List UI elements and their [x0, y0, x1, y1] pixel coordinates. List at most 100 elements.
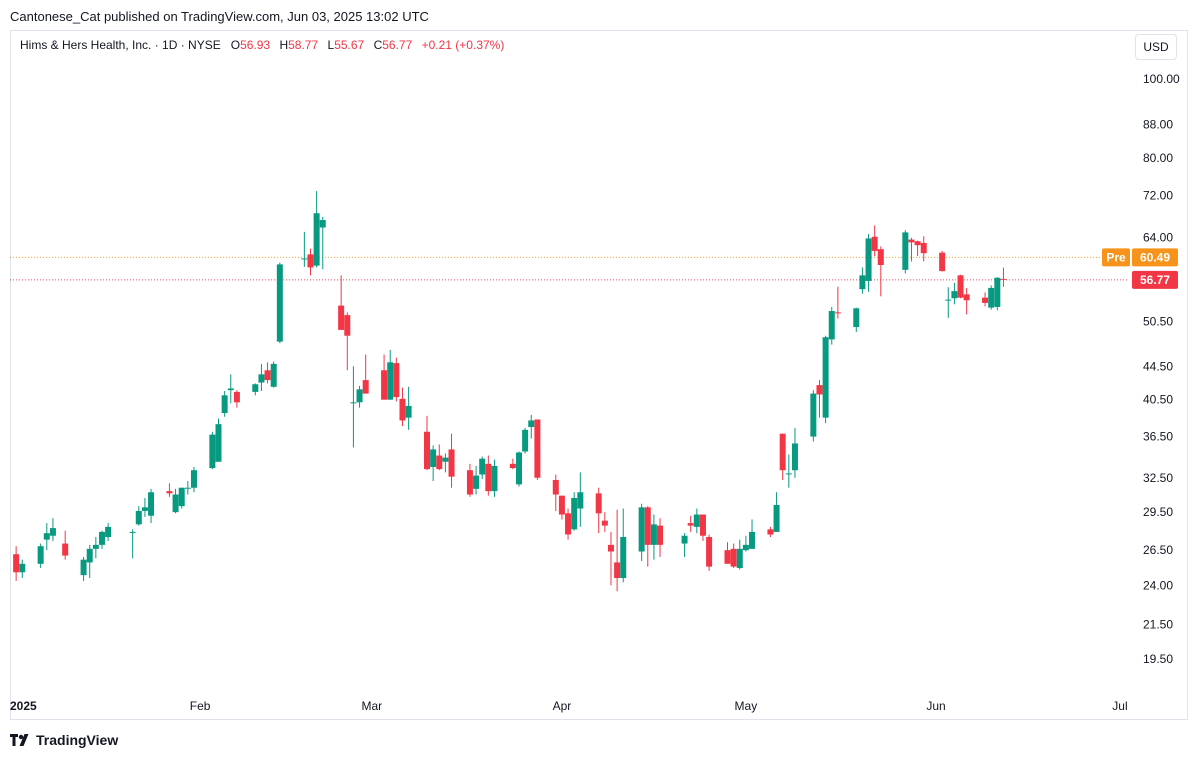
x-tick-label: Apr [553, 699, 572, 713]
candle [853, 307, 860, 333]
y-tick-label: 80.00 [1143, 151, 1173, 165]
pre-badge: Pre 60.49 [1102, 248, 1178, 267]
candle-body [264, 370, 271, 381]
candle-body [810, 393, 817, 437]
candle [601, 512, 608, 532]
open-label: O [230, 38, 241, 52]
candle [252, 383, 259, 396]
candle [393, 357, 400, 402]
candle-body [399, 398, 406, 421]
high-label: H [279, 38, 289, 52]
candle [620, 508, 627, 583]
x-tick-label: Mar [361, 699, 382, 713]
price-badges: Pre 60.49 56.77 [1102, 248, 1178, 289]
candle-body [957, 275, 964, 298]
candle [699, 514, 706, 541]
candle [215, 418, 222, 462]
candle [129, 529, 136, 559]
candle [963, 287, 970, 315]
candle-body [920, 242, 927, 254]
candle [276, 262, 283, 344]
candle [148, 488, 155, 524]
candle [270, 361, 277, 388]
candle-body [939, 252, 946, 272]
candle [313, 191, 320, 268]
candle [939, 250, 946, 272]
candle [105, 523, 112, 541]
candle [724, 542, 731, 564]
low-label: L [327, 38, 335, 52]
close-value: 56.77 [382, 38, 413, 52]
candle-body [657, 525, 664, 545]
candle [344, 312, 351, 371]
candle [227, 374, 234, 404]
candle-body [828, 311, 835, 340]
candle [767, 526, 774, 538]
tradingview-logo[interactable]: TradingView [10, 732, 118, 748]
y-tick-label: 29.50 [1143, 505, 1173, 519]
candle [338, 275, 345, 330]
candle-body [387, 362, 394, 400]
candle-body [491, 465, 498, 492]
candle-body [270, 363, 277, 387]
candle-body [982, 297, 989, 303]
candle [785, 454, 792, 488]
symbol-legend[interactable]: Hims & Hers Health, Inc. · 1D · NYSE O56… [20, 38, 504, 52]
y-tick-label: 24.00 [1143, 578, 1173, 592]
candle-body [307, 254, 314, 268]
candle [945, 287, 952, 318]
candle [387, 349, 394, 400]
candle-body [534, 419, 541, 478]
candle [356, 385, 363, 408]
candle-body [166, 491, 173, 494]
candle [466, 463, 473, 497]
time-axis: 2025 Feb Mar Apr May Jun Jul [10, 699, 1128, 713]
candle [209, 431, 216, 470]
candle-body [338, 305, 345, 330]
candle-body [791, 443, 798, 471]
candle [221, 391, 228, 417]
candle-body [742, 544, 749, 551]
x-tick-label: Feb [190, 699, 211, 713]
candle [80, 556, 87, 581]
candle-body [148, 492, 155, 516]
candle [779, 433, 786, 480]
candle-body [393, 363, 400, 398]
candle [381, 354, 388, 400]
candle [362, 354, 369, 394]
candle-body [344, 315, 351, 336]
candle [92, 537, 99, 559]
candle [693, 508, 700, 534]
candle [902, 230, 909, 274]
candle [828, 306, 835, 345]
candle [448, 433, 455, 488]
candle-body [141, 507, 148, 511]
y-tick-label: 50.50 [1143, 314, 1173, 328]
last-price-value: 56.77 [1140, 273, 1170, 287]
candle [399, 387, 406, 427]
candle [141, 497, 148, 517]
currency-button[interactable]: USD [1135, 34, 1177, 60]
y-tick-label: 19.50 [1143, 652, 1173, 666]
candle-body [859, 275, 866, 290]
candle [706, 534, 713, 571]
candle-body [730, 548, 737, 567]
y-tick-label: 64.00 [1143, 230, 1173, 244]
candle [982, 292, 989, 307]
candle [491, 459, 498, 497]
candle-body [227, 388, 234, 391]
candle [479, 456, 486, 479]
candle [534, 419, 541, 480]
candle [301, 231, 308, 267]
candle-body [509, 463, 516, 469]
price-axis: 100.00 88.00 80.00 72.00 64.00 50.50 44.50 40.5… [1143, 72, 1180, 666]
x-tick-label: Jun [926, 699, 945, 713]
candle-body [908, 239, 915, 243]
candle-body [356, 389, 363, 403]
candle [473, 465, 480, 495]
candle-body [877, 249, 884, 265]
y-tick-label: 40.50 [1143, 393, 1173, 407]
candle-body [86, 548, 93, 563]
y-tick-label: 36.50 [1143, 430, 1173, 444]
